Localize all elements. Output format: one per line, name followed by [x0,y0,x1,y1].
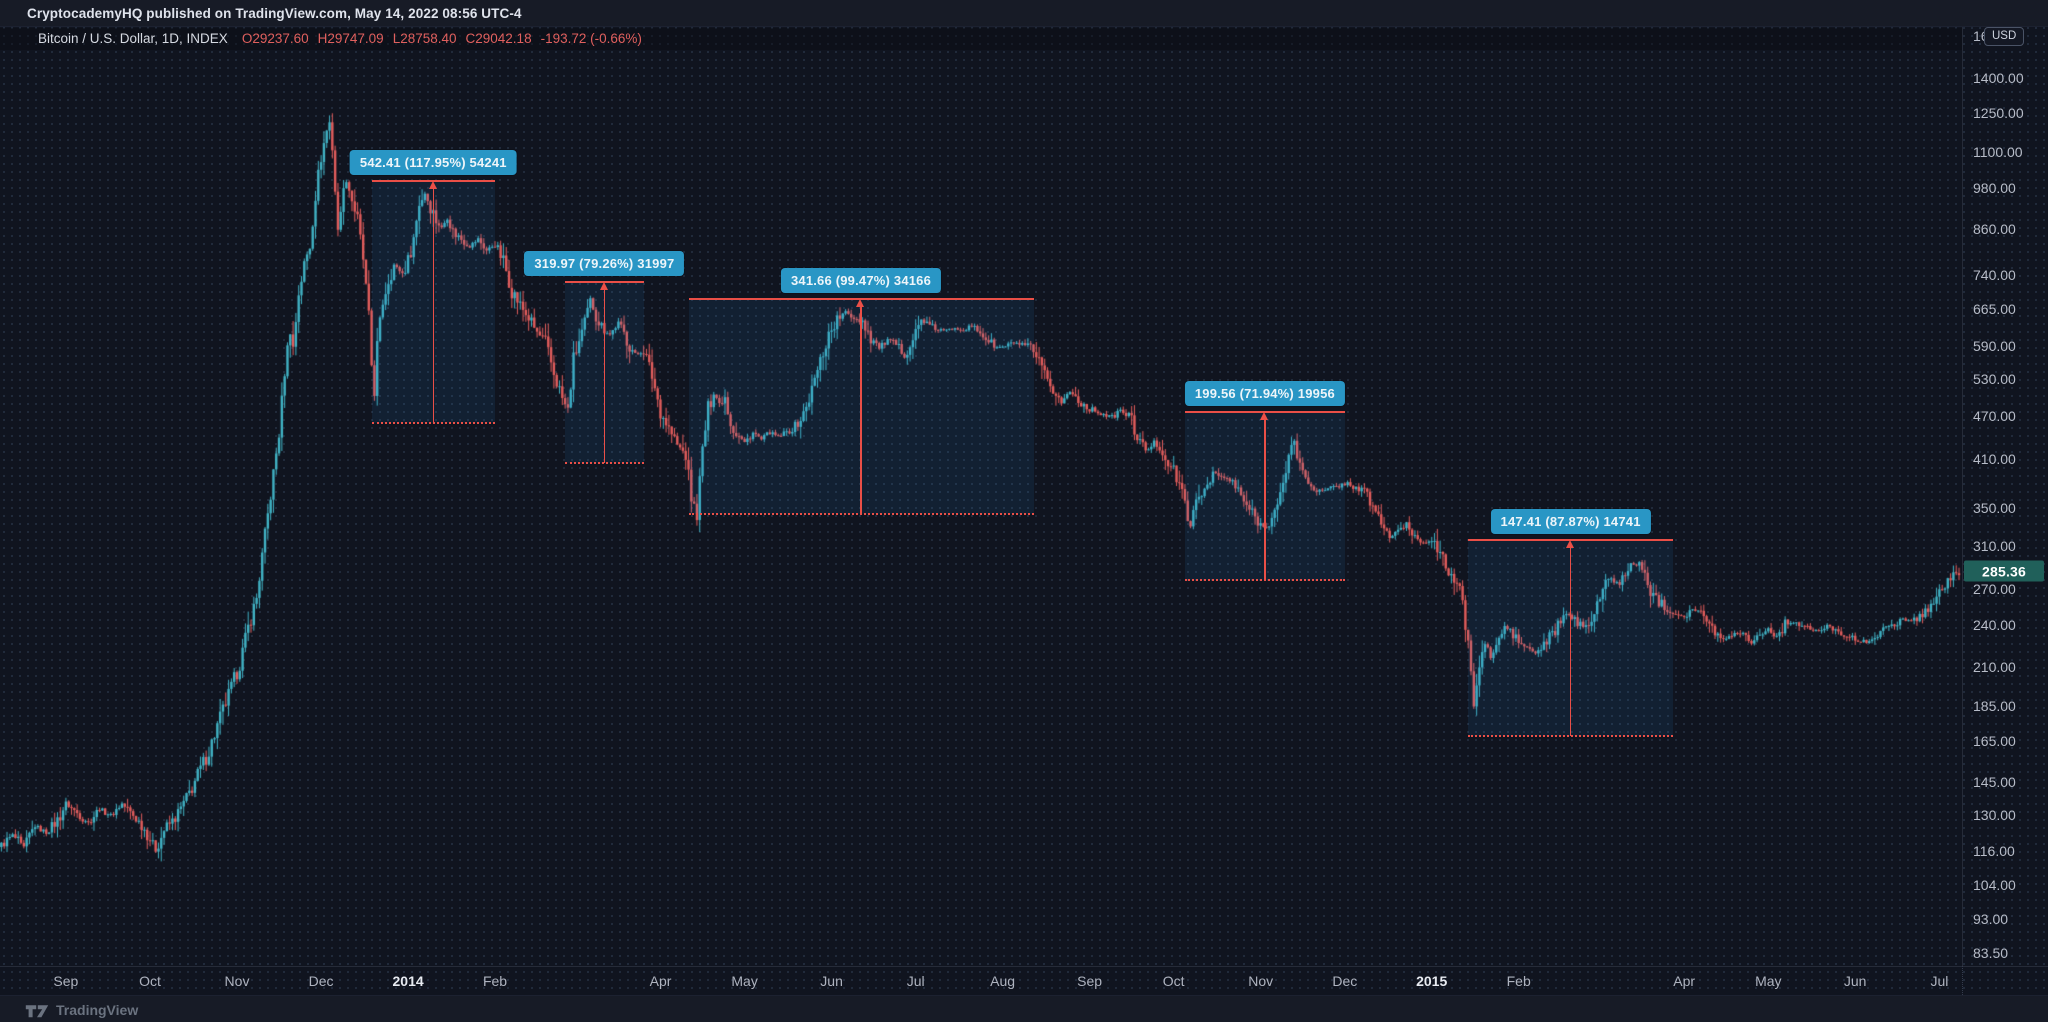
last-price-tag: 285.36 [1964,560,2044,582]
legend-low: L28758.40 [392,31,457,46]
time-tick-month: Sep [53,973,79,989]
range-center-line [432,186,435,424]
time-tick-month: Feb [482,973,508,989]
candlestick-chart[interactable] [0,0,1962,965]
time-tick-month: Oct [1162,973,1185,989]
time-tick-month: Dec [1332,973,1358,989]
price-range-box[interactable] [1184,410,1345,582]
range-center-line [860,304,862,514]
price-tick-label: 860.00 [1973,220,2016,237]
time-tick-year: 2015 [1416,973,1448,989]
range-arrow-up-icon [856,299,865,308]
attribution-text: CryptocademyHQ published on TradingView.… [27,5,522,21]
price-axis[interactable]: USD 285.36 1600.001400.001250.001100.009… [1962,0,2048,966]
time-tick-month: May [1755,973,1782,989]
price-range-label[interactable]: 199.56 (71.94%) 19956 [1184,380,1345,406]
price-tick-label: 210.00 [1973,658,2016,675]
price-tick-label: 93.00 [1973,911,2009,928]
time-tick-month: Apr [649,973,672,989]
range-arrow-up-icon [599,282,608,291]
tradingview-wordmark[interactable]: TradingView [56,1001,139,1018]
time-tick-month: Nov [1248,973,1274,989]
legend-close: C29042.18 [465,31,532,46]
legend-high: H29747.09 [317,31,384,46]
price-tick-label: 1400.00 [1973,69,2024,86]
bottom-watermark-bar: TradingView [0,995,2048,1022]
legend-change: -193.72 (-0.66%) [540,31,642,46]
range-center-line [1569,545,1572,737]
price-range-label[interactable]: 147.41 (87.87%) 14741 [1490,509,1651,535]
time-tick-month: Oct [139,973,161,989]
time-tick-month: Nov [224,973,250,989]
range-bottom-line [1184,579,1345,582]
range-bottom-line [371,422,495,425]
time-tick-month: Jun [820,973,843,989]
tradingview-logo-icon[interactable] [25,1002,49,1018]
currency-unit-button[interactable]: USD [1984,27,2025,46]
symbol-title: Bitcoin / U.S. Dollar, 1D, INDEX [38,31,228,46]
price-tick-label: 740.00 [1973,267,2016,284]
price-tick-label: 116.00 [1973,842,2015,859]
legend-open: O29237.60 [241,31,309,46]
time-tick-month: Jun [1843,973,1867,989]
price-range-label[interactable]: 319.97 (79.26%) 31997 [524,251,685,277]
price-tick-label: 590.00 [1973,337,2016,354]
price-tick-label: 1250.00 [1973,104,2024,121]
range-bottom-line [565,462,644,465]
axis-corner-separator [1962,966,1963,995]
range-arrow-up-icon [428,181,437,190]
price-tick-label: 165.00 [1973,733,2016,750]
legend-band [0,28,1962,50]
price-tick-label: 980.00 [1973,180,2016,197]
time-tick-month: Apr [1673,973,1696,989]
price-tick-label: 104.00 [1973,876,2016,893]
drawings-layer: 542.41 (117.95%) 54241 319.97 (79.26%) 3… [349,150,1673,738]
price-range-box[interactable] [688,298,1034,515]
time-tick-month: Aug [990,973,1016,989]
price-tick-label: 185.00 [1973,697,2016,714]
price-range-box[interactable] [371,180,495,425]
symbol-legend[interactable]: Bitcoin / U.S. Dollar, 1D, INDEX O29237.6… [38,31,651,46]
range-arrow-up-icon [1260,411,1269,420]
price-tick-label: 145.00 [1973,773,2016,790]
range-center-line [603,287,606,464]
price-range-label[interactable]: 542.41 (117.95%) 54241 [349,150,517,176]
range-center-line [1264,416,1266,581]
attribution-bar: CryptocademyHQ published on TradingView.… [0,0,2048,27]
price-tick-label: 350.00 [1973,499,2016,516]
time-tick-year: 2014 [392,973,424,989]
time-tick-month: May [731,973,758,989]
range-arrow-up-icon [1566,540,1575,549]
range-bottom-line [688,512,1034,515]
price-tick-label: 470.00 [1973,408,2016,425]
time-tick-month: Jul [906,973,925,989]
price-tick-label: 1100.00 [1973,144,2023,161]
price-range-label[interactable]: 341.66 (99.47%) 34166 [780,268,942,294]
price-tick-label: 130.00 [1973,807,2016,824]
price-tick-label: 665.00 [1973,300,2016,317]
price-tick-label: 240.00 [1973,617,2016,633]
time-tick-month: Jul [1930,973,1949,989]
price-tick-label: 530.00 [1973,371,2016,388]
time-tick-month: Sep [1077,973,1103,989]
price-tick-label: 83.50 [1973,944,2009,961]
price-tick-label: 270.00 [1973,580,2016,597]
price-tick-label: 410.00 [1973,450,2016,467]
time-tick-month: Dec [308,973,334,989]
price-range-box[interactable] [565,281,644,465]
range-bottom-line [1468,735,1673,738]
price-range-box[interactable] [1468,539,1673,738]
time-tick-month: Feb [1506,973,1531,989]
price-tick-label: 310.00 [1973,537,2016,554]
time-axis[interactable]: Sep Oct Nov Dec 2014 Feb Apr May Jun Jul Aug Sep Oct… [0,966,2048,996]
